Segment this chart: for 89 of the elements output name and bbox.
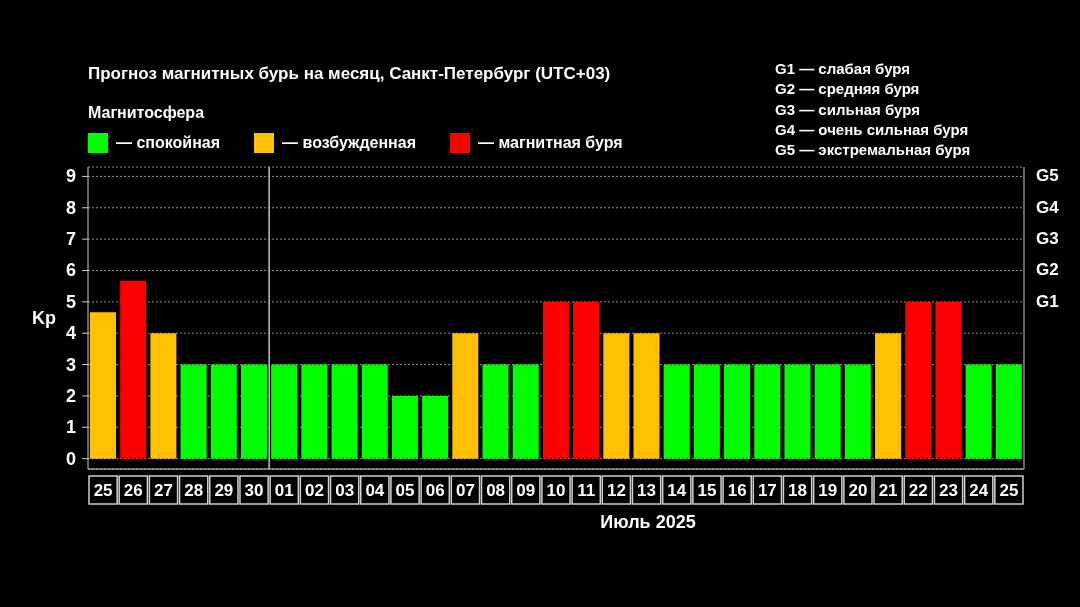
x-tick-label: 19: [818, 481, 838, 500]
bar: [935, 301, 962, 459]
x-tick-label: 03: [335, 481, 355, 500]
x-tick-label: 30: [244, 481, 264, 500]
bar: [542, 301, 569, 459]
x-tick-label: 27: [154, 481, 173, 500]
bar: [422, 395, 449, 459]
bar: [150, 333, 177, 459]
bar: [331, 364, 358, 459]
x-tick-label: 21: [878, 481, 898, 500]
x-tick-label: 17: [757, 481, 777, 500]
x-tick-label: 12: [606, 481, 626, 500]
text: G1: [1036, 290, 1059, 313]
bar: [784, 364, 811, 459]
bar: [391, 395, 418, 459]
bar: [754, 364, 781, 459]
x-tick-label: 25: [93, 481, 113, 500]
x-tick-label: 01: [274, 481, 294, 500]
x-tick-label: 14: [667, 481, 687, 500]
text: G2: [1036, 259, 1059, 282]
bar: [905, 301, 932, 459]
y-tick-label: 9: [65, 166, 76, 187]
bar: [573, 301, 600, 459]
legend-label: — спокойная: [116, 134, 221, 152]
x-axis-title: Июль 2025: [599, 512, 697, 533]
legend-title: Магнитосфера: [88, 104, 205, 122]
x-tick-label: 06: [425, 481, 445, 500]
x-tick-label: 02: [304, 481, 324, 500]
bar: [482, 364, 509, 459]
x-tick-label: 20: [848, 481, 868, 500]
y-tick-label: 8: [65, 197, 76, 218]
x-tick-label: 22: [908, 481, 928, 500]
legend-label: — возбужденная: [282, 134, 417, 152]
x-tick-label: 26: [123, 481, 143, 500]
x-tick-label: 11: [577, 481, 596, 500]
x-tick-label: 08: [486, 481, 506, 500]
x-tick-label: 18: [788, 481, 808, 500]
x-tick-label: 10: [546, 481, 566, 500]
text: G4 — очень сильная буря: [775, 119, 970, 140]
x-tick-label: 25: [999, 481, 1019, 500]
bar: [814, 364, 841, 459]
legend-label: — магнитная буря: [478, 134, 623, 152]
y-tick-label: 1: [65, 417, 76, 438]
bar: [452, 333, 479, 459]
text: G3 — сильная буря: [775, 99, 921, 120]
x-tick-label: 04: [365, 481, 385, 500]
bar: [90, 312, 116, 459]
y-tick-label: 7: [65, 229, 76, 250]
text: G5 — экстремальная буря: [775, 140, 971, 161]
x-tick-label: 09: [516, 481, 536, 500]
y-tick-label: 5: [65, 291, 76, 312]
bar: [663, 364, 690, 459]
y-axis-title: Kp: [32, 308, 56, 329]
x-tick-label: 29: [214, 481, 234, 500]
text: G5: [1036, 165, 1059, 188]
bar: [724, 364, 751, 459]
bar: [512, 364, 539, 459]
y-tick-label: 3: [65, 354, 76, 375]
x-tick-label: 16: [727, 481, 747, 500]
text: G1 — слабая буря: [775, 59, 911, 79]
bar: [844, 364, 871, 459]
bar: [180, 364, 207, 459]
y-tick-label: 0: [65, 448, 76, 469]
bar: [693, 364, 720, 459]
text: G2 — средняя буря: [775, 79, 921, 100]
bar: [633, 333, 660, 459]
y-tick-label: 2: [65, 385, 76, 406]
bar: [271, 364, 298, 459]
bar: [210, 364, 237, 459]
x-tick-label: 07: [455, 481, 475, 500]
x-tick-label: 05: [395, 481, 415, 500]
bar: [603, 333, 630, 459]
bar: [361, 364, 388, 459]
x-tick-label: 28: [184, 481, 204, 500]
text: G3: [1036, 228, 1059, 251]
y-tick-label: 6: [65, 260, 76, 281]
bar: [240, 364, 267, 459]
x-tick-label: 13: [637, 481, 657, 500]
text: G4: [1036, 196, 1059, 219]
bar: [301, 364, 328, 459]
x-tick-label: 15: [697, 481, 717, 500]
bar: [965, 364, 992, 459]
bar: [995, 364, 1022, 459]
x-tick-label: 23: [939, 481, 958, 500]
x-tick-label: 24: [969, 481, 989, 500]
bar: [120, 280, 147, 459]
chart-title: Прогноз магнитных бурь на месяц, Санкт-Петербург (UTC+03): [88, 64, 611, 84]
y-tick-label: 4: [65, 323, 76, 344]
bar: [875, 333, 902, 459]
